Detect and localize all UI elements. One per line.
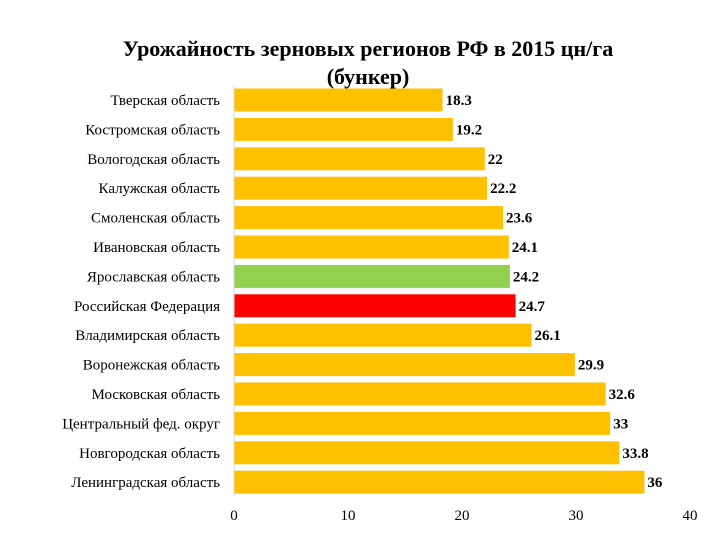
bar-9	[234, 353, 575, 377]
x-axis-ticks: 0 10 20 30 40	[230, 85, 698, 524]
value-label-13: 36	[647, 475, 663, 491]
bar-7	[234, 294, 516, 318]
value-label-0: 18.3	[446, 93, 472, 109]
x-tick-label-4: 40	[683, 508, 698, 524]
category-label-11: Центральный фед. округ	[62, 416, 220, 432]
category-label-7: Российская Федерация	[74, 299, 220, 315]
value-label-10: 32.6	[609, 387, 636, 403]
category-labels: Тверская область Костромская область Волог…	[62, 93, 220, 491]
value-label-8: 26.1	[535, 328, 561, 344]
value-label-4: 23.6	[506, 211, 533, 227]
category-label-10: Московская область	[92, 387, 221, 403]
category-label-6: Ярославская область	[87, 269, 220, 285]
category-label-13: Ленинградская область	[71, 475, 220, 491]
bar-13	[234, 470, 645, 494]
category-label-0: Тверская область	[110, 93, 220, 109]
category-label-1: Костромская область	[85, 122, 220, 138]
bar-group	[234, 88, 645, 494]
value-label-6: 24.2	[513, 269, 539, 285]
x-tick-label-1: 10	[341, 508, 356, 524]
bar-1	[234, 117, 453, 141]
value-labels: 18.3 19.2 22 22.2 23.6 24.1 24.2 24.7 26.1 29.9 32…	[446, 93, 663, 491]
chart-title-line-2: (бункер)	[327, 64, 410, 89]
category-label-8: Владимирская область	[75, 328, 220, 344]
category-label-5: Ивановская область	[93, 240, 220, 256]
bar-2	[234, 147, 485, 171]
bar-4	[234, 206, 504, 230]
bar-11	[234, 411, 611, 435]
category-label-3: Калужская область	[99, 181, 221, 197]
bar-8	[234, 323, 532, 347]
value-label-5: 24.1	[512, 240, 538, 256]
category-label-2: Вологодская область	[87, 152, 220, 168]
bar-6	[234, 264, 510, 288]
x-tick-label-0: 0	[230, 508, 238, 524]
bar-5	[234, 235, 509, 259]
x-tick-label-3: 30	[569, 508, 584, 524]
value-label-7: 24.7	[519, 299, 546, 315]
value-label-2: 22	[488, 152, 503, 168]
bar-0	[234, 88, 443, 112]
value-label-11: 33	[613, 416, 628, 432]
value-label-3: 22.2	[490, 181, 516, 197]
bar-10	[234, 382, 606, 406]
value-label-1: 19.2	[456, 122, 482, 138]
category-label-12: Новгородская область	[79, 446, 220, 462]
value-label-9: 29.9	[578, 358, 604, 374]
value-label-12: 33.8	[622, 446, 648, 462]
bar-3	[234, 176, 488, 200]
x-tick-label-2: 20	[455, 508, 470, 524]
category-label-4: Смоленская область	[91, 211, 220, 227]
category-label-9: Воронежская область	[83, 358, 220, 374]
bar-12	[234, 441, 620, 465]
chart-title-line-1: Урожайность зерновых регионов РФ в 2015 …	[123, 36, 614, 61]
